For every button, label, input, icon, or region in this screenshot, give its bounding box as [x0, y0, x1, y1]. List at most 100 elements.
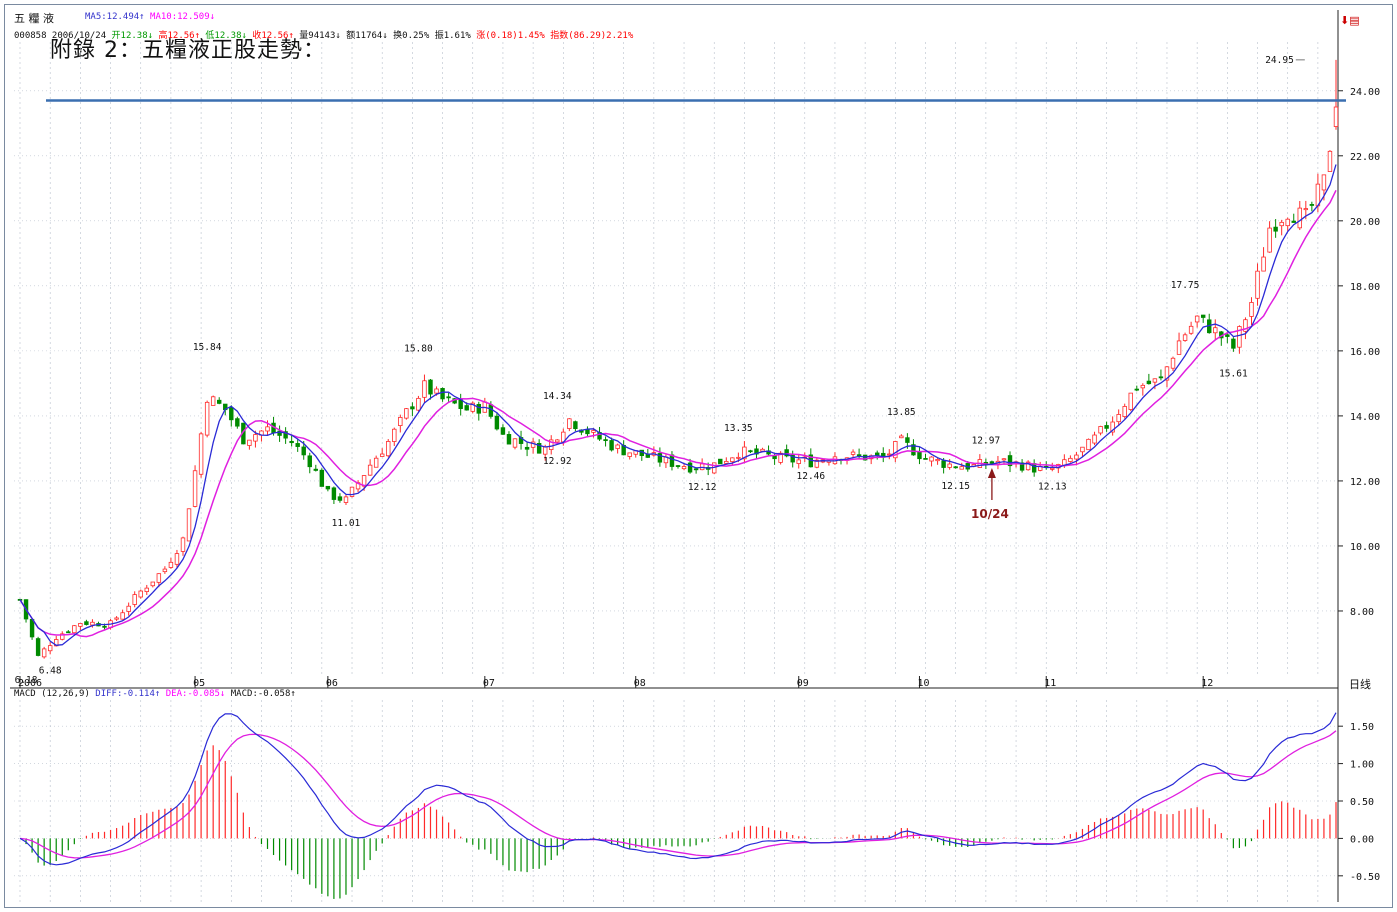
candle-body	[1249, 302, 1254, 317]
quote-item: 振1.61%	[434, 31, 477, 41]
candle-body	[1001, 458, 1007, 461]
candle-body	[536, 443, 542, 454]
candle-body	[373, 457, 379, 468]
candle-body	[989, 461, 995, 464]
candle-body	[1074, 454, 1079, 460]
candle-body	[675, 465, 681, 467]
price-label: 6.48	[39, 665, 62, 676]
candle-body	[253, 434, 258, 442]
candle-body	[1213, 327, 1218, 334]
candle-body	[35, 638, 41, 656]
candle-body	[470, 402, 475, 412]
candle-body	[1194, 315, 1200, 323]
y-tick-label: 22.00	[1350, 152, 1380, 163]
candle-body	[850, 451, 856, 455]
candle-body	[47, 645, 53, 652]
candle-body	[947, 463, 952, 468]
candle-body	[500, 427, 506, 435]
candle-body	[247, 439, 252, 446]
quote-item: 额11764↓	[346, 31, 394, 41]
period-label[interactable]: 日线	[1349, 678, 1371, 691]
candle-body	[1158, 376, 1164, 379]
candle-body	[29, 618, 35, 638]
candle-body	[434, 388, 439, 394]
candle-body	[760, 448, 765, 452]
candle-body	[591, 430, 596, 433]
price-label: 11.01	[332, 518, 361, 529]
candle-body	[573, 421, 578, 430]
candle-body	[1291, 220, 1296, 223]
candle-body	[627, 452, 632, 457]
macd-legend-item: MACD:-0.058↑	[230, 689, 296, 699]
candle-body	[730, 457, 735, 463]
price-label: 12.15	[941, 481, 970, 492]
candle-body	[367, 464, 373, 476]
macd-legend: MACD (12,26,9) DIFF:-0.114↑ DEA:-0.085↓ …	[14, 689, 296, 699]
candle-body	[162, 568, 168, 573]
price-label: 12.97	[972, 435, 1001, 446]
candle-body	[168, 561, 174, 568]
candle-body	[790, 453, 795, 463]
candle-body	[422, 380, 427, 398]
quote-item: 低12.38↓	[205, 31, 253, 41]
candle-body	[1225, 334, 1230, 337]
price-label: 12.12	[688, 482, 717, 493]
candle-body	[289, 440, 294, 444]
price-label: 12.46	[797, 471, 826, 482]
arrow-menu-icon[interactable]: ⬇▤	[1340, 14, 1360, 27]
candle-body	[1243, 319, 1248, 332]
dea-line	[19, 730, 1337, 859]
candle-body	[180, 537, 186, 552]
candle-body	[464, 405, 469, 411]
date-marker-label: 10/24	[971, 507, 1009, 521]
y-tick-label: 10.00	[1350, 542, 1380, 553]
candle-body	[911, 444, 916, 456]
ma-legend-item: MA10:12.509↓	[150, 12, 216, 22]
marker-arrow-head	[987, 468, 996, 478]
code-date: 000858 2006/10/24	[14, 31, 112, 41]
candle-body	[1128, 392, 1133, 410]
price-label: 14.34	[543, 391, 572, 402]
candle-body	[687, 462, 693, 473]
macd-y-tick-label: 1.50	[1350, 722, 1374, 733]
candle-body	[742, 446, 747, 460]
price-label: 6.18	[15, 675, 38, 686]
quote-item: 换0.25%	[393, 31, 435, 41]
y-tick-label: 16.00	[1350, 347, 1380, 358]
candle-body	[1188, 325, 1194, 334]
candle-body	[609, 440, 614, 451]
y-tick-label: 8.00	[1350, 607, 1374, 618]
candle-body	[186, 508, 192, 542]
candle-body	[953, 466, 958, 469]
candle-body	[216, 399, 222, 404]
candle-body	[90, 621, 95, 626]
candle-body	[144, 587, 149, 592]
candle-body	[488, 404, 494, 417]
candle-body	[1134, 388, 1140, 391]
page-title: 附錄 2：五糧液正股走勢：	[50, 38, 326, 63]
candle-body	[549, 439, 554, 450]
ma-legend: MA5:12.494↑ MA10:12.509↓	[85, 12, 215, 22]
price-label: 13.35	[724, 423, 753, 434]
candle-body	[392, 428, 397, 442]
candle-body	[446, 396, 451, 399]
y-tick-label: 12.00	[1350, 477, 1380, 488]
macd-y-tick-label: -0.50	[1350, 872, 1380, 883]
candle-body	[307, 455, 312, 468]
candle-body	[416, 397, 421, 411]
candle-body	[1333, 106, 1339, 127]
price-label: 15.84	[193, 342, 222, 353]
x-tick-label: 09	[797, 678, 809, 689]
candle-body	[935, 459, 940, 462]
candle-body	[555, 439, 560, 443]
x-tick-label: 07	[483, 678, 495, 689]
x-tick-label: 08	[634, 678, 646, 689]
candle-body	[1231, 338, 1236, 349]
candle-body	[917, 451, 922, 460]
candle-body	[1025, 461, 1031, 471]
candle-body	[277, 430, 282, 436]
candle-body	[283, 431, 288, 439]
price-label: 15.80	[404, 343, 433, 354]
candle-body	[585, 429, 590, 435]
